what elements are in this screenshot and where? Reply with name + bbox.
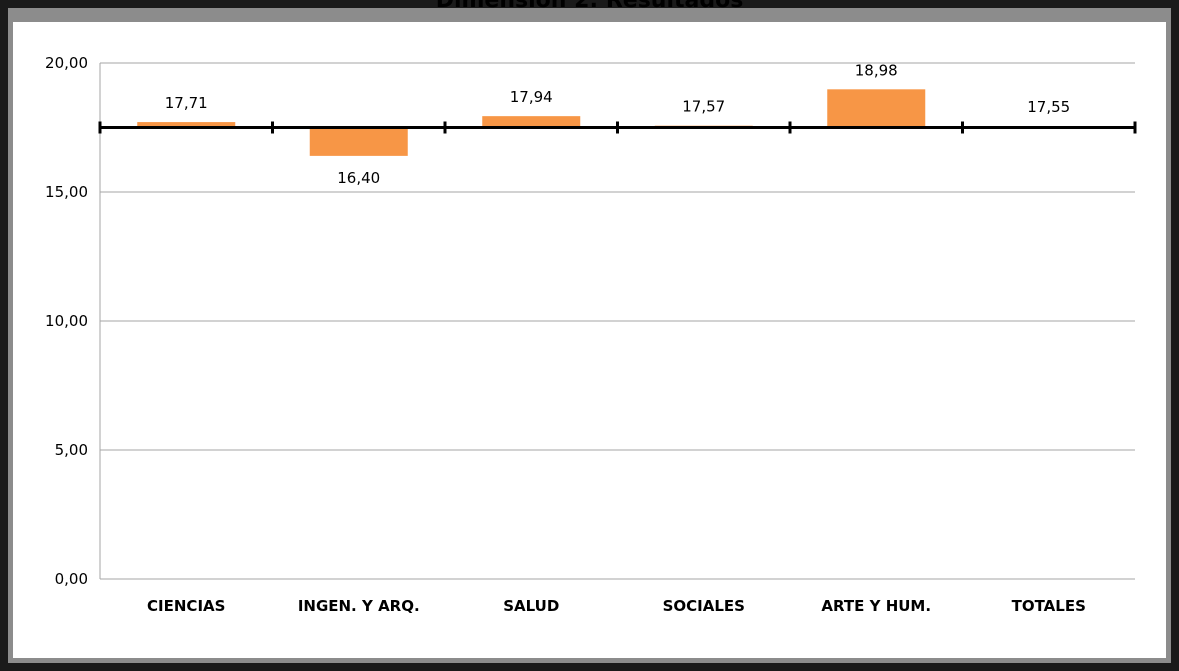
y-tick-label: 20,00 [45, 54, 88, 72]
data-label: 17,57 [682, 98, 725, 116]
data-label: 16,40 [337, 169, 380, 187]
bar [137, 122, 236, 128]
x-tick-label: INGEN. Y ARQ. [298, 597, 420, 615]
data-label: 17,71 [165, 94, 208, 112]
x-tick-label: TOTALES [1012, 597, 1086, 615]
x-tick-label: SALUD [503, 597, 559, 615]
y-tick-label: 5,00 [55, 441, 88, 459]
x-tick-label: CIENCIAS [147, 597, 225, 615]
data-label: 17,55 [1027, 98, 1070, 116]
data-label: 18,98 [855, 61, 898, 79]
bar [309, 127, 408, 156]
x-tick-label: ARTE Y HUM. [821, 597, 931, 615]
y-tick-label: 10,00 [45, 312, 88, 330]
y-tick-label: 15,00 [45, 183, 88, 201]
x-tick-label: SOCIALES [663, 597, 745, 615]
chart-title: Dimensión 2: Resultados [435, 0, 744, 13]
data-label: 17,94 [510, 88, 553, 106]
bar [827, 89, 926, 128]
bar [482, 116, 581, 128]
y-tick-label: 0,00 [55, 570, 88, 588]
